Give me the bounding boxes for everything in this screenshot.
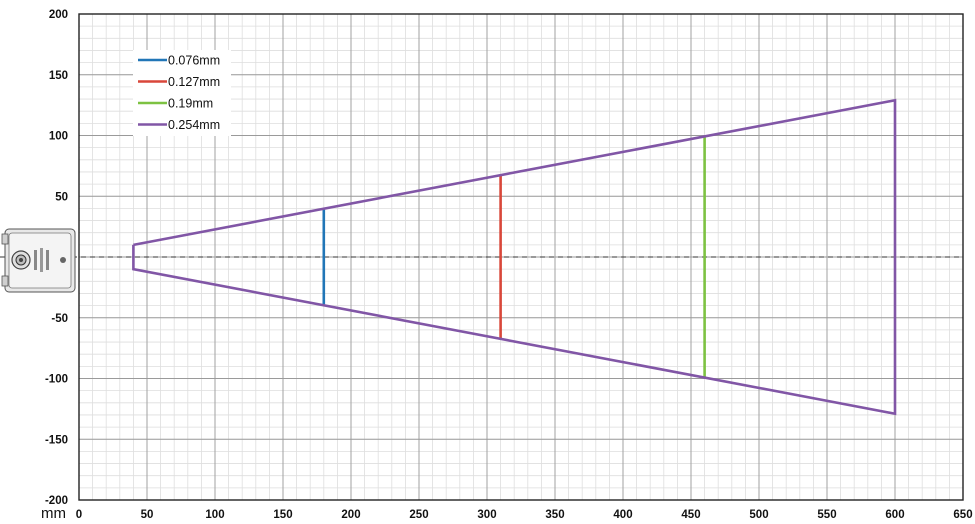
y-tick-label: -100 (45, 374, 68, 386)
plot-lines (132, 98, 897, 416)
y-tick-label: -200 (45, 495, 68, 507)
x-axis-unit-label: mm (41, 505, 66, 522)
x-tick-label: 400 (613, 509, 632, 521)
y-tick-label: 200 (49, 9, 68, 21)
x-tick-labels: 0 50 100 150 200 250 300 350 400 450 500 550 600 650 (76, 509, 973, 521)
x-tick-label: 50 (141, 509, 154, 521)
x-tick-label: 200 (341, 509, 360, 521)
y-tick-label: 100 (49, 131, 68, 143)
y-tick-label: 150 (49, 70, 68, 82)
x-tick-label: 100 (205, 509, 224, 521)
legend: 0.076mm 0.127mm 0.19mm 0.254mm (133, 50, 231, 136)
y-tick-label: -150 (45, 434, 68, 446)
legend-label: 0.076mm (168, 54, 220, 68)
legend-box (133, 50, 231, 136)
x-tick-label: 350 (545, 509, 564, 521)
x-tick-label: 500 (749, 509, 768, 521)
x-tick-label: 650 (953, 509, 972, 521)
y-tick-label: 50 (55, 191, 68, 203)
plot-frame (78, 13, 964, 501)
x-tick-label: 600 (885, 509, 904, 521)
series-line-0.254mm (132, 98, 897, 416)
y-tick-label: -50 (51, 313, 68, 325)
legend-label: 0.254mm (168, 118, 220, 132)
x-tick-label: 150 (273, 509, 292, 521)
x-tick-label: 550 (817, 509, 836, 521)
x-tick-label: 450 (681, 509, 700, 521)
legend-label: 0.19mm (168, 97, 213, 111)
x-tick-label: 300 (477, 509, 496, 521)
barcode-scanner-icon (1, 228, 76, 293)
legend-label: 0.127mm (168, 75, 220, 89)
x-tick-label: 250 (409, 509, 428, 521)
x-tick-label: 0 (76, 509, 82, 521)
y-tick-labels: 200 150 100 50 -50 -100 -150 -200 (45, 9, 68, 507)
